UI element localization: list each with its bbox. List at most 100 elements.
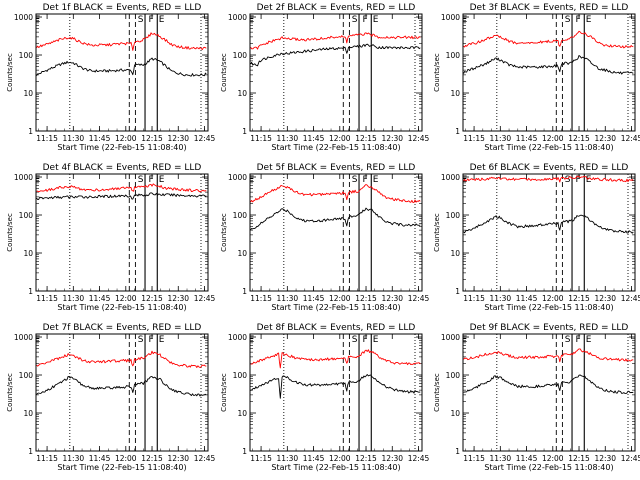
y-tick-label: 1 [28, 447, 33, 456]
x-tick-label: 12:45 [621, 454, 640, 463]
event-marker-label: E [586, 335, 592, 345]
event-marker-label: S [565, 15, 571, 25]
event-marker-label: F [576, 335, 581, 345]
series-events-line [463, 55, 634, 75]
x-tick-label: 12:00 [115, 134, 137, 143]
x-tick-label: 12:15 [355, 134, 377, 143]
x-tick-label: 12:15 [568, 294, 590, 303]
x-axis-label: Start Time (22-Feb-15 11:08:40) [271, 143, 400, 152]
x-tick-label: 12:30 [594, 134, 616, 143]
event-marker-label: F [363, 175, 368, 185]
x-tick-label: 12:00 [542, 454, 564, 463]
event-marker-label: S [138, 335, 144, 345]
plot-frame [249, 333, 423, 452]
panel-title: Det 8f BLACK = Events, RED = LLD [257, 323, 416, 333]
event-marker-label: S [138, 15, 144, 25]
x-tick-label: 11:45 [516, 134, 538, 143]
x-tick-label: 12:15 [141, 134, 163, 143]
x-tick-label: 12:00 [329, 134, 351, 143]
series-lld-line [463, 175, 634, 183]
event-marker-label: E [462, 15, 468, 25]
panel-title: Det 4f BLACK = Events, RED = LLD [43, 163, 202, 173]
event-marker-label: E [35, 175, 41, 185]
plot-frame [462, 173, 636, 292]
plot-frame [462, 13, 636, 132]
event-marker-label: E [35, 335, 41, 345]
x-tick-label: 11:45 [303, 134, 325, 143]
x-tick-label: 12:45 [621, 294, 640, 303]
panel-title: Det 7f BLACK = Events, RED = LLD [43, 323, 202, 333]
y-axis-label: Counts/sec [6, 53, 14, 92]
event-marker-label: S [352, 15, 358, 25]
x-tick-label: 12:00 [542, 134, 564, 143]
x-tick-label: 11:30 [490, 454, 512, 463]
event-marker-label: F [363, 335, 368, 345]
event-marker-label: S [565, 335, 571, 345]
panel-det-3: Det 3f BLACK = Events, RED = LLD 1 10 100 10… [433, 3, 640, 152]
y-tick-label: 100 [19, 51, 34, 60]
x-tick-label: 12:15 [141, 454, 163, 463]
x-tick-label: 11:30 [490, 294, 512, 303]
series-lld-line [36, 350, 207, 368]
y-tick-label: 10 [450, 89, 460, 98]
panel-title: Det 6f BLACK = Events, RED = LLD [470, 163, 629, 173]
x-tick-label: 11:30 [63, 294, 85, 303]
series-lld-line [250, 32, 421, 50]
event-marker-label: E [373, 335, 379, 345]
y-tick-label: 100 [19, 211, 34, 220]
y-axis-label: Counts/sec [220, 213, 228, 252]
panel-det-8: Det 8f BLACK = Events, RED = LLD 1 10 100 10… [220, 323, 430, 472]
y-tick-label: 100 [233, 51, 248, 60]
y-tick-label: 100 [446, 211, 461, 220]
y-tick-label: 100 [446, 371, 461, 380]
event-marker-label: S [565, 175, 571, 185]
x-tick-label: 11:45 [89, 294, 111, 303]
y-tick-label: 1000 [441, 173, 460, 182]
x-tick-label: 12:45 [194, 454, 216, 463]
event-marker-label: E [373, 175, 379, 185]
series-events-line [36, 375, 207, 397]
y-tick-label: 1 [242, 127, 247, 136]
event-marker-label: E [249, 335, 255, 345]
y-tick-label: 1000 [14, 173, 33, 182]
y-tick-label: 10 [450, 249, 460, 258]
y-tick-label: 100 [233, 211, 248, 220]
y-tick-label: 100 [446, 51, 461, 60]
event-marker-label: E [159, 15, 165, 25]
x-tick-label: 12:30 [381, 134, 403, 143]
panel-title: Det 2f BLACK = Events, RED = LLD [257, 3, 416, 13]
x-tick-label: 11:45 [89, 134, 111, 143]
x-axis-label: Start Time (22-Feb-15 11:08:40) [57, 143, 186, 152]
series-events-line [36, 192, 207, 200]
event-marker-label: E [249, 175, 255, 185]
x-tick-label: 12:30 [167, 294, 189, 303]
series-lld-line [463, 30, 634, 49]
event-marker-label: E [462, 335, 468, 345]
x-tick-label: 11:30 [277, 454, 299, 463]
y-tick-label: 1 [28, 287, 33, 296]
x-axis-label: Start Time (22-Feb-15 11:08:40) [57, 303, 186, 312]
x-tick-label: 12:00 [115, 294, 137, 303]
series-events-line [250, 43, 421, 67]
event-marker-label: F [149, 15, 154, 25]
panel-det-2: Det 2f BLACK = Events, RED = LLD 1 10 100 10… [220, 3, 430, 152]
x-tick-label: 11:45 [303, 454, 325, 463]
plot-frame [35, 13, 209, 132]
x-tick-label: 12:15 [568, 454, 590, 463]
y-tick-label: 1000 [228, 13, 247, 22]
x-tick-label: 11:30 [277, 134, 299, 143]
x-tick-label: 11:15 [463, 454, 485, 463]
series-lld-line [250, 349, 421, 369]
x-tick-label: 11:30 [277, 294, 299, 303]
y-axis-label: Counts/sec [433, 373, 441, 412]
y-tick-label: 1000 [14, 13, 33, 22]
series-events-line [36, 57, 207, 77]
x-tick-label: 12:30 [167, 134, 189, 143]
y-axis-label: Counts/sec [220, 373, 228, 412]
x-tick-label: 11:30 [63, 134, 85, 143]
x-tick-label: 12:00 [115, 454, 137, 463]
panel-det-4: Det 4f BLACK = Events, RED = LLD 1 10 100 10… [6, 163, 216, 312]
event-marker-label: E [586, 15, 592, 25]
y-tick-label: 10 [237, 249, 247, 258]
y-axis-label: Counts/sec [433, 213, 441, 252]
